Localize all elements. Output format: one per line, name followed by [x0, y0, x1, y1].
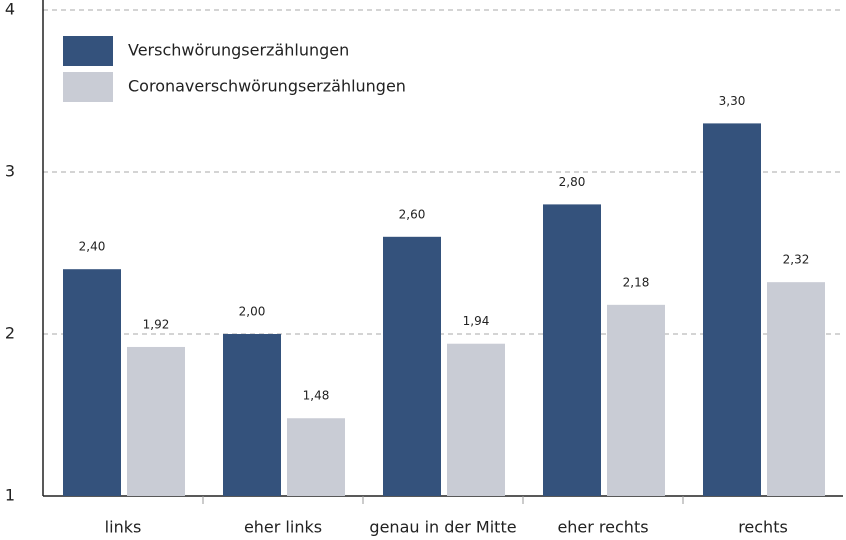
bar [703, 123, 761, 497]
bar [223, 334, 281, 496]
value-label: 2,00 [239, 305, 266, 319]
value-label: 2,40 [79, 240, 106, 254]
y-tick-label: 3 [5, 162, 15, 181]
value-label: 2,18 [623, 275, 650, 289]
bar [767, 282, 825, 496]
legend-label: Coronaverschwörungserzählungen [128, 77, 406, 96]
bar [607, 304, 665, 496]
bar [63, 269, 121, 496]
value-label: 3,30 [719, 94, 746, 108]
x-tick-label: rechts [738, 518, 788, 537]
x-tick-label: genau in der Mitte [369, 518, 516, 537]
x-tick-label: eher links [244, 518, 322, 537]
bar [127, 346, 185, 496]
legend-label: Verschwörungserzählungen [128, 41, 349, 60]
value-label: 1,94 [463, 314, 490, 328]
y-tick-label: 1 [5, 486, 15, 505]
y-tick-label: 4 [5, 0, 15, 19]
bar [287, 418, 345, 496]
legend-swatch [63, 36, 113, 66]
x-tick-label: links [105, 518, 142, 537]
legend-swatch [63, 72, 113, 102]
value-label: 1,92 [143, 317, 170, 331]
y-tick-label: 2 [5, 324, 15, 343]
value-label: 2,60 [399, 207, 426, 221]
bar [543, 204, 601, 496]
bar [447, 343, 505, 496]
value-label: 2,32 [783, 253, 810, 267]
value-label: 2,80 [559, 175, 586, 189]
bar [383, 236, 441, 497]
value-label: 1,48 [303, 389, 330, 403]
x-tick-label: eher rechts [557, 518, 648, 537]
